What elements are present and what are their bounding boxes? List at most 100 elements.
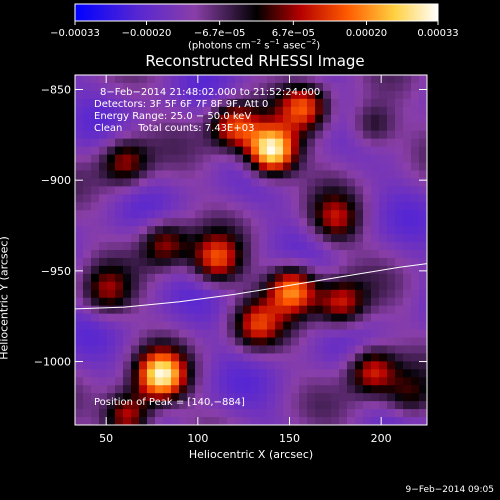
heatmap-cell bbox=[163, 385, 172, 394]
heatmap-cell bbox=[387, 234, 396, 243]
heatmap-cell bbox=[123, 273, 132, 283]
heatmap-cell bbox=[323, 265, 332, 275]
heatmap-cell bbox=[267, 297, 276, 307]
heatmap-cell bbox=[83, 178, 92, 187]
heatmap-cell bbox=[227, 401, 236, 410]
heatmap-cell bbox=[123, 146, 132, 156]
heatmap-cell bbox=[171, 210, 180, 219]
heatmap-cell bbox=[75, 409, 84, 418]
heatmap-cell bbox=[419, 178, 427, 187]
heatmap-cell bbox=[275, 393, 284, 402]
heatmap-cell bbox=[251, 337, 260, 347]
heatmap-cell bbox=[395, 122, 404, 132]
heatmap-cell bbox=[419, 242, 427, 251]
heatmap-cell bbox=[379, 257, 388, 267]
heatmap-cell bbox=[339, 178, 348, 187]
heatmap-cell bbox=[387, 409, 396, 418]
heatmap-cell bbox=[91, 273, 100, 283]
heatmap-cell bbox=[107, 90, 116, 100]
heatmap-cell bbox=[235, 202, 244, 211]
heatmap-cell bbox=[203, 345, 212, 354]
heatmap-cell bbox=[83, 345, 92, 354]
heatmap-cell bbox=[115, 75, 124, 84]
heatmap-cell bbox=[379, 75, 388, 84]
heatmap-cell bbox=[403, 90, 412, 100]
heatmap-cell bbox=[315, 289, 324, 299]
heatmap-cell bbox=[163, 321, 172, 331]
heatmap-cell bbox=[131, 75, 140, 84]
heatmap-cell bbox=[411, 170, 420, 179]
heatmap-cell bbox=[275, 162, 284, 172]
heatmap-cell bbox=[91, 321, 100, 331]
heatmap-cell bbox=[107, 385, 116, 394]
heatmap-cell bbox=[147, 337, 156, 347]
heatmap-cell bbox=[131, 106, 140, 116]
heatmap-cell bbox=[227, 154, 236, 164]
heatmap-cell bbox=[147, 90, 156, 100]
heatmap-cell bbox=[323, 369, 332, 378]
heatmap-cell bbox=[387, 130, 396, 140]
heatmap-cell bbox=[267, 337, 276, 347]
heatmap-cell bbox=[91, 114, 100, 124]
heatmap-cell bbox=[387, 257, 396, 267]
heatmap-cell bbox=[251, 202, 260, 211]
heatmap-cell bbox=[355, 305, 364, 315]
heatmap-cell bbox=[411, 98, 420, 108]
heatmap-cell bbox=[283, 353, 292, 362]
heatmap-cell bbox=[107, 265, 116, 275]
heatmap-cell bbox=[187, 265, 196, 275]
heatmap-cell bbox=[419, 353, 427, 362]
heatmap-cell bbox=[411, 130, 420, 140]
heatmap-cell bbox=[171, 289, 180, 299]
heatmap-cell bbox=[243, 170, 252, 179]
x-tick-label: 200 bbox=[371, 432, 392, 445]
heatmap-cell bbox=[195, 138, 204, 148]
heatmap-cell bbox=[155, 170, 164, 179]
heatmap-cell bbox=[227, 114, 236, 124]
heatmap-cell bbox=[99, 218, 108, 227]
heatmap-cell bbox=[123, 90, 132, 100]
heatmap-cell bbox=[91, 409, 100, 418]
heatmap-cell bbox=[91, 130, 100, 140]
heatmap-cell bbox=[235, 337, 244, 347]
heatmap-cell bbox=[219, 242, 228, 251]
heatmap-cell bbox=[123, 353, 132, 362]
heatmap-cell bbox=[323, 401, 332, 410]
heatmap-cell bbox=[219, 361, 228, 370]
heatmap-cell bbox=[251, 250, 260, 259]
heatmap-cell bbox=[107, 305, 116, 315]
heatmap-cell bbox=[123, 82, 132, 92]
heatmap-cell bbox=[251, 75, 260, 84]
heatmap-cell bbox=[203, 218, 212, 227]
heatmap-cell bbox=[355, 250, 364, 259]
heatmap-cell bbox=[387, 154, 396, 164]
heatmap-cell bbox=[315, 321, 324, 331]
heatmap-cell bbox=[115, 409, 124, 418]
heatmap-cell bbox=[195, 90, 204, 100]
heatmap-cell bbox=[387, 321, 396, 331]
heatmap-cell bbox=[403, 305, 412, 315]
heatmap-cell bbox=[83, 377, 92, 386]
heatmap-cell bbox=[259, 369, 268, 378]
colorbar-gradient bbox=[74, 3, 439, 22]
heatmap-cell bbox=[99, 409, 108, 418]
heatmap-cell bbox=[83, 321, 92, 331]
heatmap-cell bbox=[211, 202, 220, 211]
heatmap-cell bbox=[291, 393, 300, 402]
heatmap-cell bbox=[155, 281, 164, 291]
heatmap-cell bbox=[147, 138, 156, 148]
heatmap-cell bbox=[387, 417, 396, 425]
heatmap-cell bbox=[91, 90, 100, 100]
heatmap-cell bbox=[179, 106, 188, 116]
heatmap-cell bbox=[83, 401, 92, 410]
heatmap-cell bbox=[171, 377, 180, 386]
heatmap-cell bbox=[179, 242, 188, 251]
heatmap-cell bbox=[331, 210, 340, 219]
heatmap-cell bbox=[275, 170, 284, 179]
units-exp: −2 bbox=[305, 38, 317, 46]
heatmap-cell bbox=[187, 194, 196, 203]
heatmap-cell bbox=[379, 130, 388, 140]
heatmap-cell bbox=[251, 162, 260, 172]
heatmap-cell bbox=[267, 186, 276, 195]
heatmap-cell bbox=[115, 305, 124, 315]
